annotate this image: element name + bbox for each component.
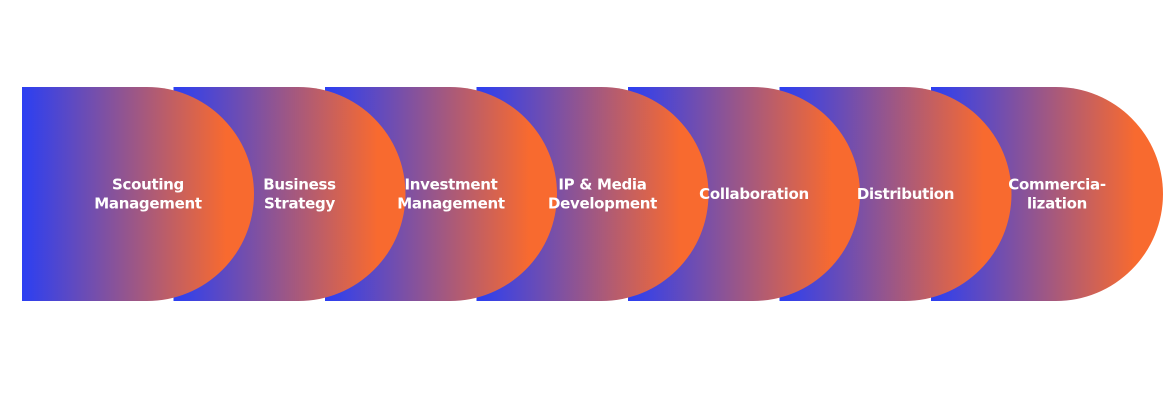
process-step-label-3: Investment Management	[397, 176, 505, 213]
process-step-label-line: Scouting	[112, 176, 184, 194]
process-step-label-line: Distribution	[857, 185, 954, 203]
process-segments	[22, 87, 1163, 301]
process-step-label-line: Commercia-	[1008, 176, 1106, 194]
process-step-label-line: Investment	[405, 176, 498, 194]
process-step-label-line: Development	[548, 195, 657, 213]
process-step-label-7: Commercia-lization	[1008, 176, 1106, 213]
process-step-label-line: Management	[94, 195, 202, 213]
process-step-label-1: Scouting Management	[94, 176, 202, 213]
process-step-label-6: Distribution	[857, 185, 954, 203]
process-step-label-line: Strategy	[264, 195, 335, 213]
process-step-label-line: Management	[397, 195, 505, 213]
process-step-label-line: lization	[1027, 195, 1087, 213]
process-step-label-line: Collaboration	[699, 185, 809, 203]
process-step-segment-1	[22, 87, 254, 301]
process-step-label-5: Collaboration	[699, 185, 809, 203]
process-step-label-line: Business	[263, 176, 336, 194]
process-step-label-line: IP & Media	[558, 176, 646, 194]
process-step-label-4: IP & Media Development	[548, 176, 657, 213]
process-step-label-2: Business Strategy	[263, 176, 336, 213]
